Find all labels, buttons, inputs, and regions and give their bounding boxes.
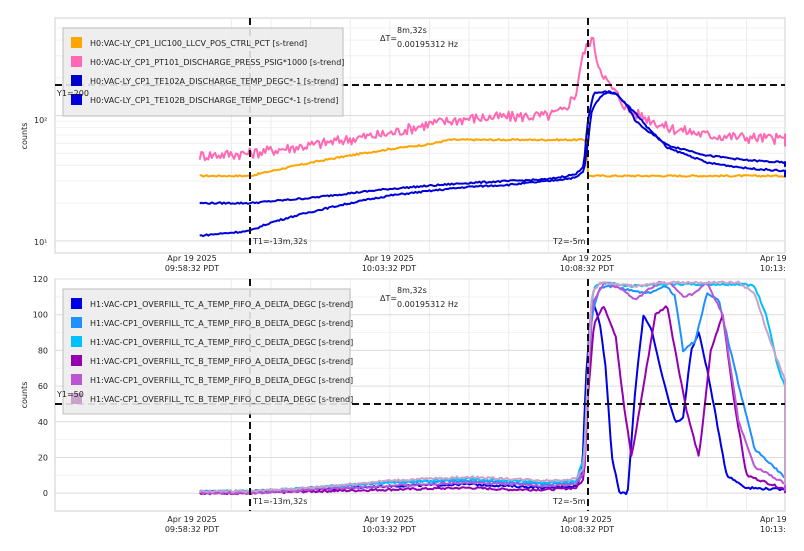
legend-entry: H1:VAC-CP1_OVERFILL_TC_B_TEMP_FIFO_B_DEL… (90, 376, 353, 385)
y-axis-label: counts (20, 123, 29, 150)
y-tick-label: 20 (38, 453, 48, 462)
y-tick-labels: 0 20 40 60 80 100 120 (33, 275, 48, 498)
legend-box (62, 288, 351, 415)
x-tick-time: 10:08:32 PDT (560, 264, 614, 273)
x-tick-time: 10:08:32 PDT (560, 525, 614, 534)
x-tick-date: Apr 19 2025 (167, 515, 216, 524)
legend-swatch (71, 56, 82, 67)
legend-swatch (71, 75, 82, 86)
series-line (199, 280, 786, 496)
legend-entry: H1:VAC-CP1_OVERFILL_TC_B_TEMP_FIFO_C_DEL… (90, 395, 353, 404)
y-tick-label: 10² (34, 116, 47, 125)
cursor-y1-label: Y1=50 (56, 390, 84, 399)
legend-swatch (71, 298, 82, 309)
x-tick-time: 09:58:32 PDT (165, 264, 219, 273)
legend-entry: H1:VAC-CP1_OVERFILL_TC_A_TEMP_FIFO_A_DEL… (90, 300, 353, 309)
legend-swatch (71, 393, 82, 404)
series-line (198, 280, 786, 494)
delta-t-label: ΔT= (380, 34, 397, 43)
legend-box (62, 27, 344, 117)
legend-entry: H0:VAC-LY_CP1_LIC100_LLCV_POS_CTRL_PCT [… (90, 39, 307, 48)
series-line (199, 90, 786, 238)
y-tick-label: 80 (38, 346, 48, 355)
cursor-y1-label: Y1=200 (56, 89, 89, 98)
y-tick-label: 40 (38, 418, 48, 427)
legend-swatch (71, 94, 82, 105)
series-group (198, 280, 786, 496)
legend-swatch (71, 336, 82, 347)
delta-t-value: 8m,32s (397, 26, 427, 35)
t2-cursor-label: T2=-5m (552, 497, 586, 506)
delta-t-frequency: 0.00195312 Hz (397, 300, 458, 309)
legend-entry: H0:VAC-LY_CP1_TE102B_DISCHARGE_TEMP_DEGC… (90, 96, 338, 105)
series-line (199, 90, 786, 205)
x-tick-time: 10:13: (760, 264, 786, 273)
top-chart-panel: counts 10¹ 10² H0:VAC-LY_CP1_LIC100_LLCV… (20, 17, 787, 273)
x-tick-date: Apr 19 2025 (167, 254, 216, 263)
x-tick-time: 10:13: (760, 525, 786, 534)
y-tick-label: 120 (33, 275, 48, 284)
delta-t-label: ΔT= (380, 294, 397, 303)
t1-cursor-label: T1=-13m,32s (252, 497, 307, 506)
x-tick-time: 10:03:32 PDT (362, 525, 416, 534)
x-tick-date: Apr 19 2025 (364, 254, 413, 263)
t2-cursor-label: T2=-5m (552, 237, 586, 246)
legend-entry: H0:VAC-LY_CP1_PT101_DISCHARGE_PRESS_PSIG… (90, 58, 344, 67)
bottom-chart-panel: counts 0 20 40 60 80 100 120 H1:VAC-CP1_OVERFI… (20, 275, 787, 534)
x-tick-date: Apr 19 2025 (562, 254, 611, 263)
x-tick-time: 09:58:32 PDT (165, 525, 219, 534)
y-axis-label: counts (20, 382, 29, 409)
y-tick-label: 10¹ (34, 238, 47, 247)
legend-entry: H1:VAC-CP1_OVERFILL_TC_A_TEMP_FIFO_C_DEL… (90, 338, 353, 347)
x-tick-time: 10:03:32 PDT (362, 264, 416, 273)
legend-entry: H0:VAC-LY_CP1_TE102A_DISCHARGE_TEMP_DEGC… (90, 77, 338, 86)
y-tick-label: 100 (33, 311, 48, 320)
x-tick-date: Apr 19 (760, 254, 787, 263)
series-line (198, 36, 786, 162)
legend: H1:VAC-CP1_OVERFILL_TC_A_TEMP_FIFO_A_DEL… (62, 288, 353, 415)
series-group (198, 36, 786, 238)
x-tick-date: Apr 19 2025 (562, 515, 611, 524)
legend-entry: H1:VAC-CP1_OVERFILL_TC_B_TEMP_FIFO_A_DEL… (90, 357, 353, 366)
y-tick-label: 0 (43, 489, 48, 498)
delta-t-frequency: 0.00195312 Hz (397, 40, 458, 49)
legend: H0:VAC-LY_CP1_LIC100_LLCV_POS_CTRL_PCT [… (62, 27, 344, 117)
x-tick-date: Apr 19 2025 (364, 515, 413, 524)
legend-swatch (71, 355, 82, 366)
y-tick-label: 60 (38, 382, 48, 391)
legend-swatch (71, 317, 82, 328)
legend-swatch (71, 37, 82, 48)
x-tick-date: Apr 19 (760, 515, 787, 524)
delta-t-value: 8m,32s (397, 286, 427, 295)
legend-entry: H1:VAC-CP1_OVERFILL_TC_A_TEMP_FIFO_B_DEL… (90, 319, 353, 328)
legend-swatch (71, 374, 82, 385)
t1-cursor-label: T1=-13m,32s (252, 237, 307, 246)
